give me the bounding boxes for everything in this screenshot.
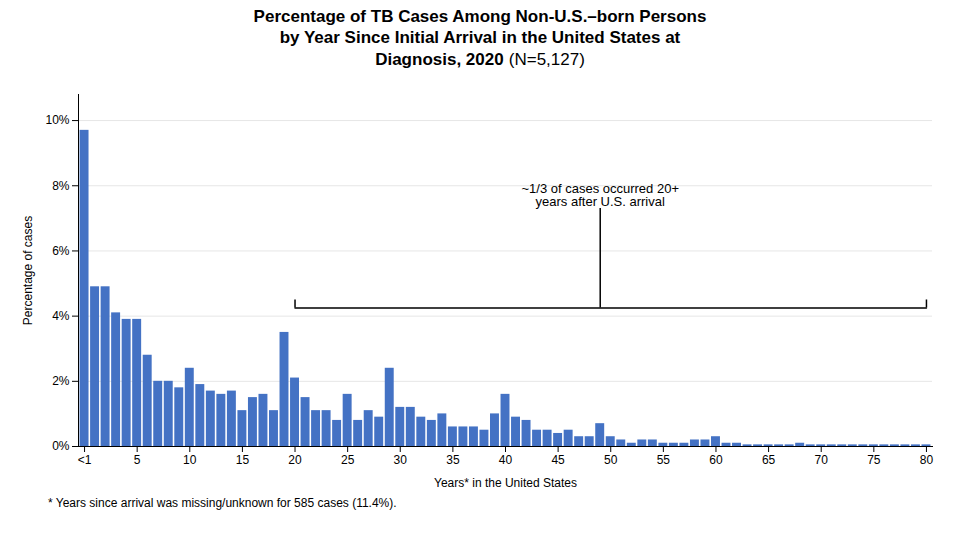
svg-text:6%: 6% — [52, 244, 70, 258]
svg-text:65: 65 — [762, 453, 776, 467]
svg-text:15: 15 — [236, 453, 250, 467]
svg-text:30: 30 — [394, 453, 408, 467]
svg-text:10: 10 — [183, 453, 197, 467]
svg-text:8%: 8% — [52, 178, 70, 192]
svg-text:4%: 4% — [52, 309, 70, 323]
svg-text:~1/3 of cases occurred 20+year: ~1/3 of cases occurred 20+years after U.… — [521, 180, 679, 208]
svg-text:20: 20 — [288, 453, 302, 467]
svg-text:2%: 2% — [52, 374, 70, 388]
svg-text:75: 75 — [867, 453, 881, 467]
svg-text:50: 50 — [604, 453, 618, 467]
svg-text:80: 80 — [920, 453, 934, 467]
html-text:Percentage of TB Cases Among N: Percentage of TB Cases Among Non-U.S.–bo… — [253, 7, 707, 69]
svg-text:25: 25 — [341, 453, 355, 467]
svg-text:45: 45 — [551, 453, 565, 467]
svg-text:60: 60 — [709, 453, 723, 467]
svg-text:5: 5 — [134, 453, 141, 467]
svg-text:Percentage of cases: Percentage of cases — [21, 216, 35, 325]
svg-text:<1: <1 — [78, 453, 92, 467]
svg-text:40: 40 — [499, 453, 513, 467]
svg-text:0%: 0% — [52, 439, 70, 453]
svg-text:10%: 10% — [45, 113, 69, 127]
svg-text:35: 35 — [446, 453, 460, 467]
html-text:* Years since arrival was miss: * Years since arrival was missing/unknow… — [48, 495, 397, 510]
svg-text:Years* in the United States: Years* in the United States — [434, 475, 577, 489]
svg-text:55: 55 — [657, 453, 671, 467]
svg-text:70: 70 — [815, 453, 829, 467]
